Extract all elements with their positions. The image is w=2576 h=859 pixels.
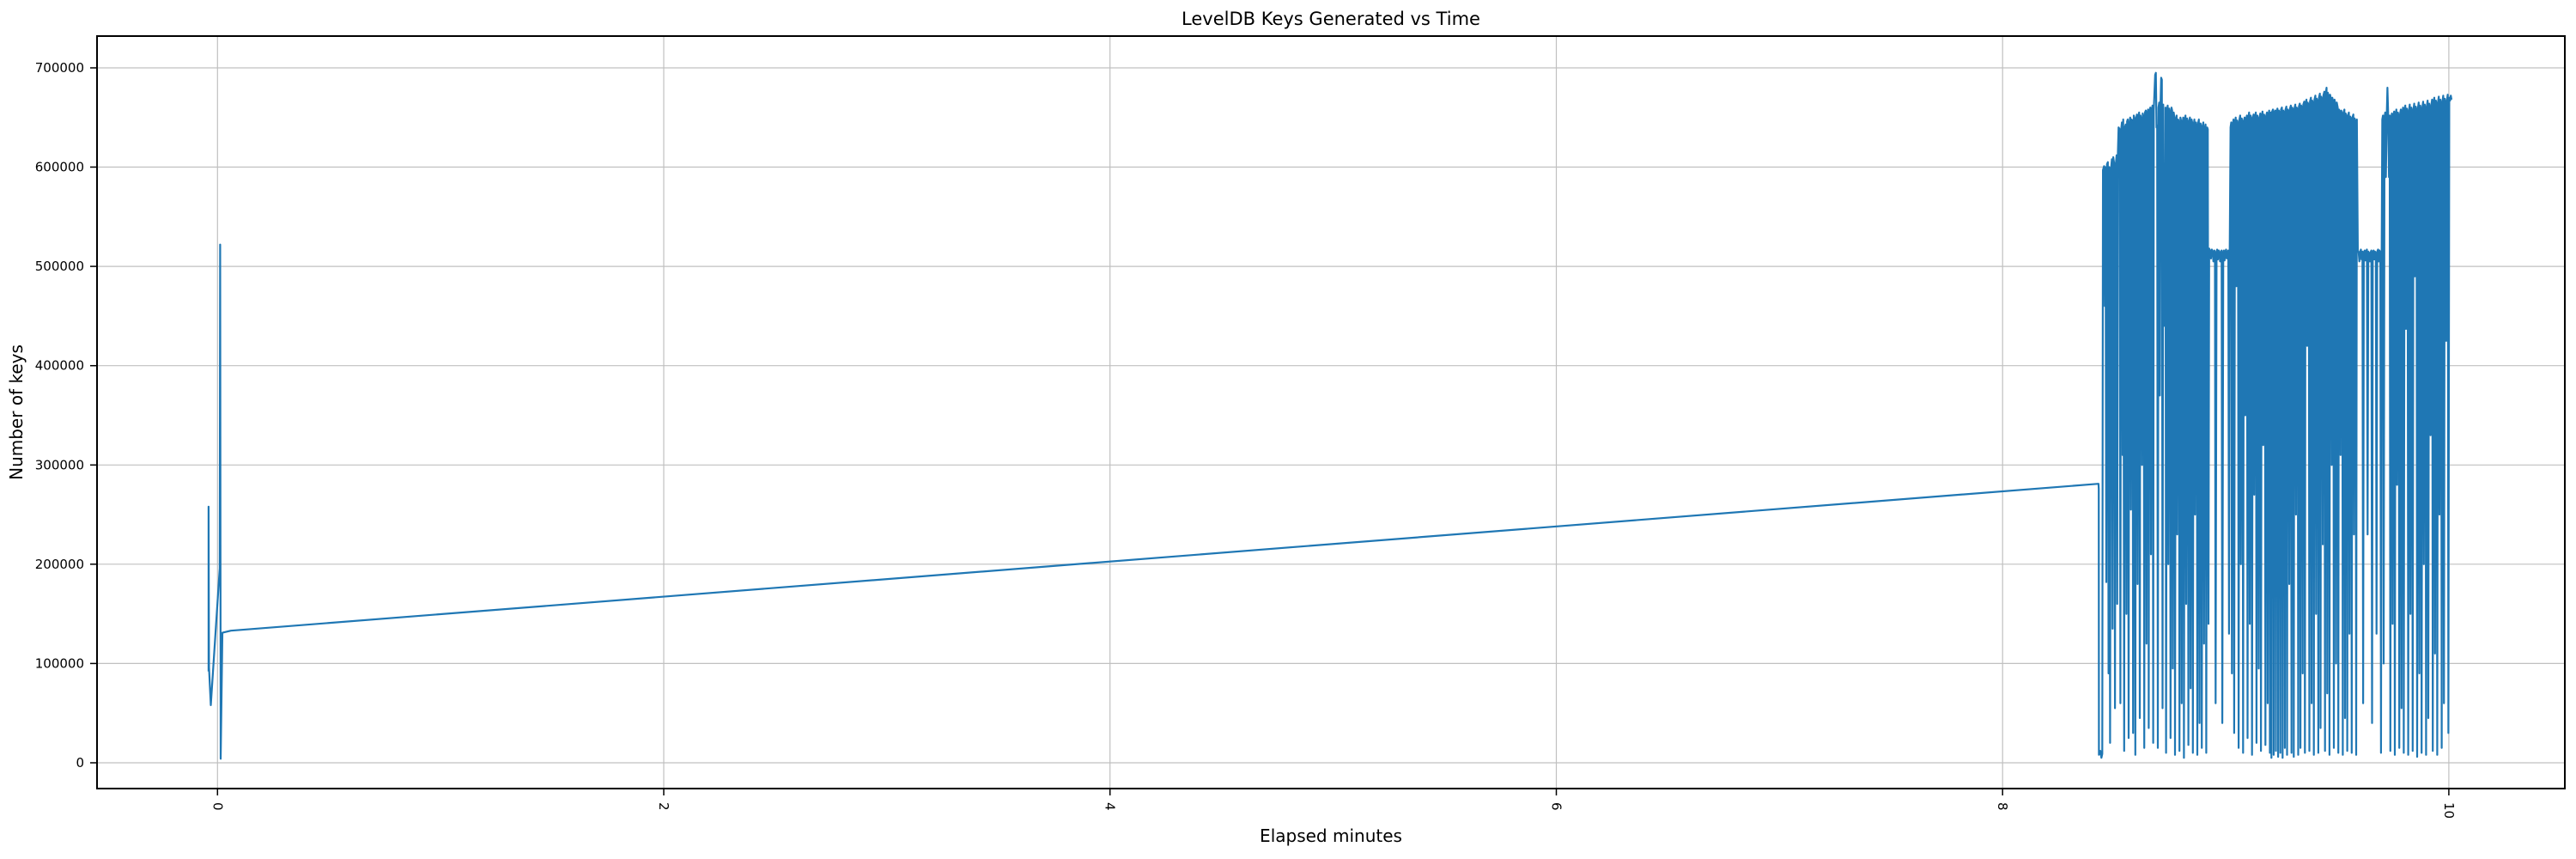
x-tick-label: 4 <box>1103 802 1118 811</box>
x-tick-label: 6 <box>1549 802 1564 811</box>
x-tick-label: 2 <box>656 802 671 811</box>
y-axis-label: Number of keys <box>6 344 27 480</box>
axes-spines <box>96 35 2566 789</box>
y-tick-label: 600000 <box>35 160 84 175</box>
x-tick-label: 0 <box>210 802 225 811</box>
y-tick-label: 700000 <box>35 60 84 76</box>
x-tick-label: 10 <box>2441 802 2457 819</box>
series-line-keys <box>207 71 2453 760</box>
y-tick-label: 0 <box>76 755 84 771</box>
y-tick-label: 300000 <box>35 457 84 472</box>
x-tick-label: 8 <box>1995 802 2010 811</box>
chart-title: LevelDB Keys Generated vs Time <box>1182 9 1480 29</box>
y-tick-label: 100000 <box>35 655 84 671</box>
y-tick-label: 200000 <box>35 557 84 572</box>
x-axis-label: Elapsed minutes <box>1260 825 1402 846</box>
y-tick-label: 500000 <box>35 259 84 274</box>
y-tick-label: 400000 <box>35 358 84 374</box>
